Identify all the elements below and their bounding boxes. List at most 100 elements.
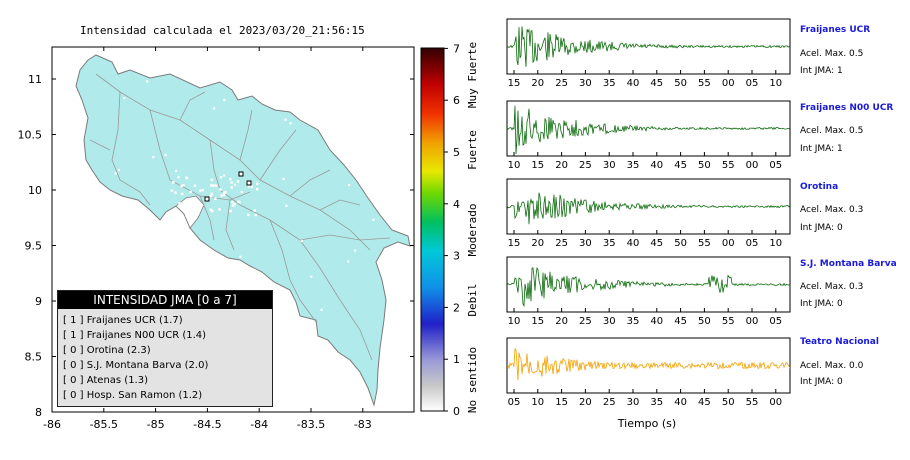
time-tick-label: 25 xyxy=(555,238,568,249)
lat-tick-label: 11 xyxy=(28,73,42,86)
time-tick-label: 50 xyxy=(674,238,687,249)
station-3-name: Orotina xyxy=(800,182,839,192)
gulf-of-nicoya xyxy=(175,195,205,229)
intensity-legend: INTENSIDAD JMA [0 a 7] [ 1 ] Fraijanes U… xyxy=(57,290,273,407)
colorbar-label: Moderado xyxy=(466,204,479,257)
time-tick-label: 25 xyxy=(579,316,592,327)
station-dot xyxy=(230,181,233,184)
station-4-name: S.J. Montana Barva xyxy=(800,259,897,269)
station-dot xyxy=(210,184,213,187)
road-network xyxy=(89,73,391,361)
station-dot xyxy=(102,269,105,272)
time-tick-label: 25 xyxy=(603,397,616,408)
station-dot xyxy=(310,275,313,278)
station-dot xyxy=(177,175,180,179)
station-dot xyxy=(348,183,351,187)
time-tick-label: 45 xyxy=(698,397,711,408)
time-tick-label: 40 xyxy=(674,397,687,408)
station-dot xyxy=(177,210,180,213)
time-tick-label: 25 xyxy=(579,160,592,171)
time-tick-label: 00 xyxy=(722,78,735,89)
legend-item: [ 0 ] Hosp. San Ramon (1.2) xyxy=(63,390,203,401)
station-dot xyxy=(195,206,198,209)
station-dot xyxy=(236,180,240,183)
time-tick-label: 35 xyxy=(627,316,640,327)
time-tick-label: 45 xyxy=(650,238,663,249)
legend-title: INTENSIDAD JMA [0 a 7] xyxy=(58,291,272,309)
legend-item: [ 1 ] Fraijanes N00 UCR (1.4) xyxy=(63,330,207,341)
time-tick-label: 50 xyxy=(698,316,711,327)
station-2-name: Fraijanes N00 UCR xyxy=(800,103,894,113)
colorbar-tick-label: 5 xyxy=(453,146,460,159)
time-tick-label: 45 xyxy=(650,78,663,89)
station-dot xyxy=(201,189,205,192)
lon-tick-label: -84.5 xyxy=(193,418,221,431)
time-axis-label: Tiempo (s) xyxy=(617,417,676,430)
station-dot xyxy=(254,213,257,217)
legend-item: [ 0 ] Atenas (1.3) xyxy=(63,375,148,386)
station-dot xyxy=(224,191,227,194)
time-tick-label: 10 xyxy=(769,78,782,89)
time-tick-label: 20 xyxy=(531,238,544,249)
lon-tick-label: -85 xyxy=(147,418,165,431)
station-dot xyxy=(199,189,202,192)
lon-tick-label: -83 xyxy=(354,418,372,431)
station-dot xyxy=(210,178,213,182)
station-dot xyxy=(230,186,233,189)
station-marker xyxy=(204,196,210,202)
colorbar-ticks: 0 1 2 3 4 5 6 7 xyxy=(444,42,460,418)
time-tick-label: 25 xyxy=(555,78,568,89)
station-3-accel: Acel. Max. 0.3 xyxy=(800,205,864,215)
station-dot xyxy=(229,178,232,181)
station-dot xyxy=(212,107,216,110)
time-tick-label: 20 xyxy=(531,78,544,89)
seismogram-trace xyxy=(506,348,791,381)
time-tick-label: 40 xyxy=(627,78,640,89)
station-marker xyxy=(238,171,244,177)
station-1-jma: Int JMA: 1 xyxy=(800,66,843,76)
station-2-jma: Int JMA: 1 xyxy=(800,144,843,154)
station-dot xyxy=(231,204,235,207)
time-tick-label: 05 xyxy=(746,238,759,249)
time-tick-label: 00 xyxy=(746,316,759,327)
seismogram-trace xyxy=(506,26,791,67)
station-dot xyxy=(185,214,188,217)
station-dot xyxy=(164,154,167,157)
station-dot xyxy=(231,200,234,204)
station-dot xyxy=(210,192,213,195)
station-5-jma: Int JMA: 0 xyxy=(800,377,843,387)
station-dot xyxy=(152,156,155,159)
map-frame xyxy=(51,46,415,413)
time-tick-label: 45 xyxy=(674,316,687,327)
station-dot xyxy=(191,210,194,213)
station-dot xyxy=(170,189,174,192)
station-dot xyxy=(223,174,226,177)
station-dot xyxy=(189,190,192,194)
time-tick-label: 55 xyxy=(722,316,735,327)
time-tick-label: 00 xyxy=(769,397,782,408)
station-dot xyxy=(282,177,285,181)
time-tick-label: 10 xyxy=(508,160,521,171)
station-dot xyxy=(233,183,237,186)
lat-tick-label: 10 xyxy=(28,184,42,197)
station-dot xyxy=(222,193,226,197)
station-dot xyxy=(223,98,226,102)
time-tick-label: 05 xyxy=(746,78,759,89)
time-tick-label: 40 xyxy=(650,316,663,327)
lat-tick-label: 8 xyxy=(35,406,42,419)
time-tick-label: 15 xyxy=(531,160,544,171)
station-1-name: Fraijanes UCR xyxy=(800,25,871,35)
station-dot xyxy=(185,176,188,179)
time-tick-label: 20 xyxy=(555,316,568,327)
colorbar-label: Debil xyxy=(466,283,479,316)
longitude-axis: -86 -85.5 -85 -84.5 -84 -83.5 -83 xyxy=(43,47,372,431)
station-dot xyxy=(172,181,175,184)
colorbar-tick-label: 1 xyxy=(453,353,460,366)
time-tick-label: 15 xyxy=(508,238,521,249)
time-tick-label: 00 xyxy=(746,160,759,171)
lat-tick-label: 10.5 xyxy=(18,129,43,142)
legend-item: [ 1 ] Fraijanes UCR (1.7) xyxy=(63,315,183,326)
time-tick-label: 20 xyxy=(555,160,568,171)
colorbar-labels: No sentido Debil Moderado Fuerte Muy Fuerte xyxy=(466,42,479,413)
